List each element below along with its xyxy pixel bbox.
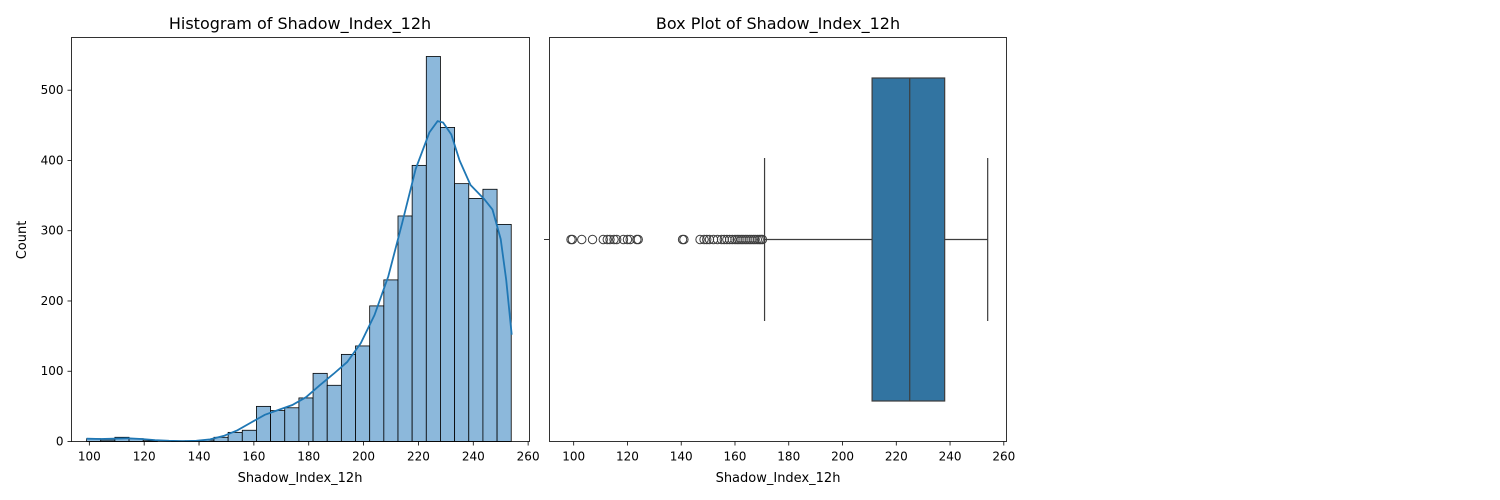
histogram-bar — [383, 279, 399, 442]
x-tick-label: 140 — [670, 450, 693, 464]
outlier-point — [577, 234, 587, 245]
histogram-bar — [298, 397, 314, 442]
histogram-bar — [312, 372, 328, 442]
x-tick-label: 100 — [562, 450, 585, 464]
histogram-x-ticks: 100 120 140 160 180 200 220 240 260 — [78, 441, 540, 464]
x-tick-label: 220 — [407, 450, 430, 464]
histogram-bar — [440, 127, 456, 442]
outlier-point — [702, 234, 712, 245]
outlier-point — [605, 234, 615, 245]
outlier-point — [712, 234, 723, 245]
x-tick-label: 260 — [517, 450, 540, 464]
outlier-point — [633, 234, 643, 245]
histogram-bar — [468, 197, 484, 442]
histogram-bar — [241, 429, 257, 442]
histogram-bar — [482, 188, 498, 442]
histogram-bar — [369, 305, 385, 442]
boxplot-axes-frame — [549, 37, 1007, 442]
outlier-point — [724, 234, 735, 245]
x-tick-label: 180 — [777, 450, 800, 464]
x-tick-label: 260 — [992, 450, 1015, 464]
x-tick-label: 120 — [133, 450, 156, 464]
histogram-bar — [355, 345, 371, 442]
outlier-point — [679, 234, 689, 245]
x-tick-label: 220 — [885, 450, 908, 464]
histogram-bar — [340, 353, 356, 442]
x-tick-label: 160 — [724, 450, 747, 464]
x-tick-label: 160 — [242, 450, 265, 464]
y-tick-label: 500 — [41, 83, 64, 97]
x-tick-label: 200 — [831, 450, 854, 464]
x-tick-label: 140 — [188, 450, 211, 464]
histogram-y-label: Count — [15, 221, 30, 260]
outlier-point — [757, 234, 768, 245]
y-tick-label: 400 — [41, 153, 64, 167]
kde-line — [86, 120, 513, 443]
outlier-point — [587, 234, 598, 245]
histogram-bar — [454, 183, 470, 442]
boxplot-outliers — [566, 234, 768, 245]
boxplot-x-label: Shadow_Index_12h — [716, 471, 841, 486]
boxplot-x-ticks: 100 120 140 160 180 200 220 240 260 — [562, 441, 1015, 464]
histogram-bar — [397, 215, 413, 442]
x-tick-label: 120 — [616, 450, 639, 464]
histogram-bar — [284, 407, 300, 442]
x-tick-label: 200 — [352, 450, 375, 464]
outlier-point — [618, 234, 629, 245]
outlier-point — [750, 234, 760, 245]
x-tick-label: 240 — [462, 450, 485, 464]
boxplot-panel: Box Plot of Shadow_Index_12h 100 120 140 16… — [544, 14, 1015, 486]
histogram-panel: Histogram of Shadow_Index_12h 100 120 140 1… — [15, 14, 540, 486]
histogram-axes-frame — [71, 37, 530, 442]
y-tick-label: 100 — [41, 364, 64, 378]
outlier-point — [609, 234, 619, 245]
x-tick-label: 240 — [939, 450, 962, 464]
histogram-bar — [496, 223, 512, 442]
histogram-bar — [270, 410, 286, 442]
outlier-point — [602, 234, 612, 245]
outlier-point — [567, 234, 578, 245]
outlier-point — [612, 234, 622, 245]
box-iqr — [871, 77, 946, 402]
y-tick-label: 300 — [41, 224, 64, 238]
boxplot-title: Box Plot of Shadow_Index_12h — [656, 14, 900, 34]
histogram-bar — [425, 56, 441, 442]
histogram-bar — [326, 384, 342, 442]
y-tick-label: 200 — [41, 294, 64, 308]
outlier-point — [598, 234, 608, 245]
histogram-x-label: Shadow_Index_12h — [238, 471, 363, 486]
x-tick-label: 180 — [297, 450, 320, 464]
outlier-point — [622, 234, 633, 245]
histogram-title: Histogram of Shadow_Index_12h — [169, 14, 431, 34]
histogram-y-ticks: 0 100 200 300 400 500 — [41, 83, 72, 449]
x-tick-label: 100 — [78, 450, 101, 464]
outlier-point — [695, 234, 705, 245]
histogram-bar — [256, 405, 271, 442]
histogram-bar — [411, 164, 427, 442]
outlier-point — [699, 234, 709, 245]
histogram-bars — [86, 56, 512, 442]
y-tick-label: 0 — [56, 435, 64, 449]
